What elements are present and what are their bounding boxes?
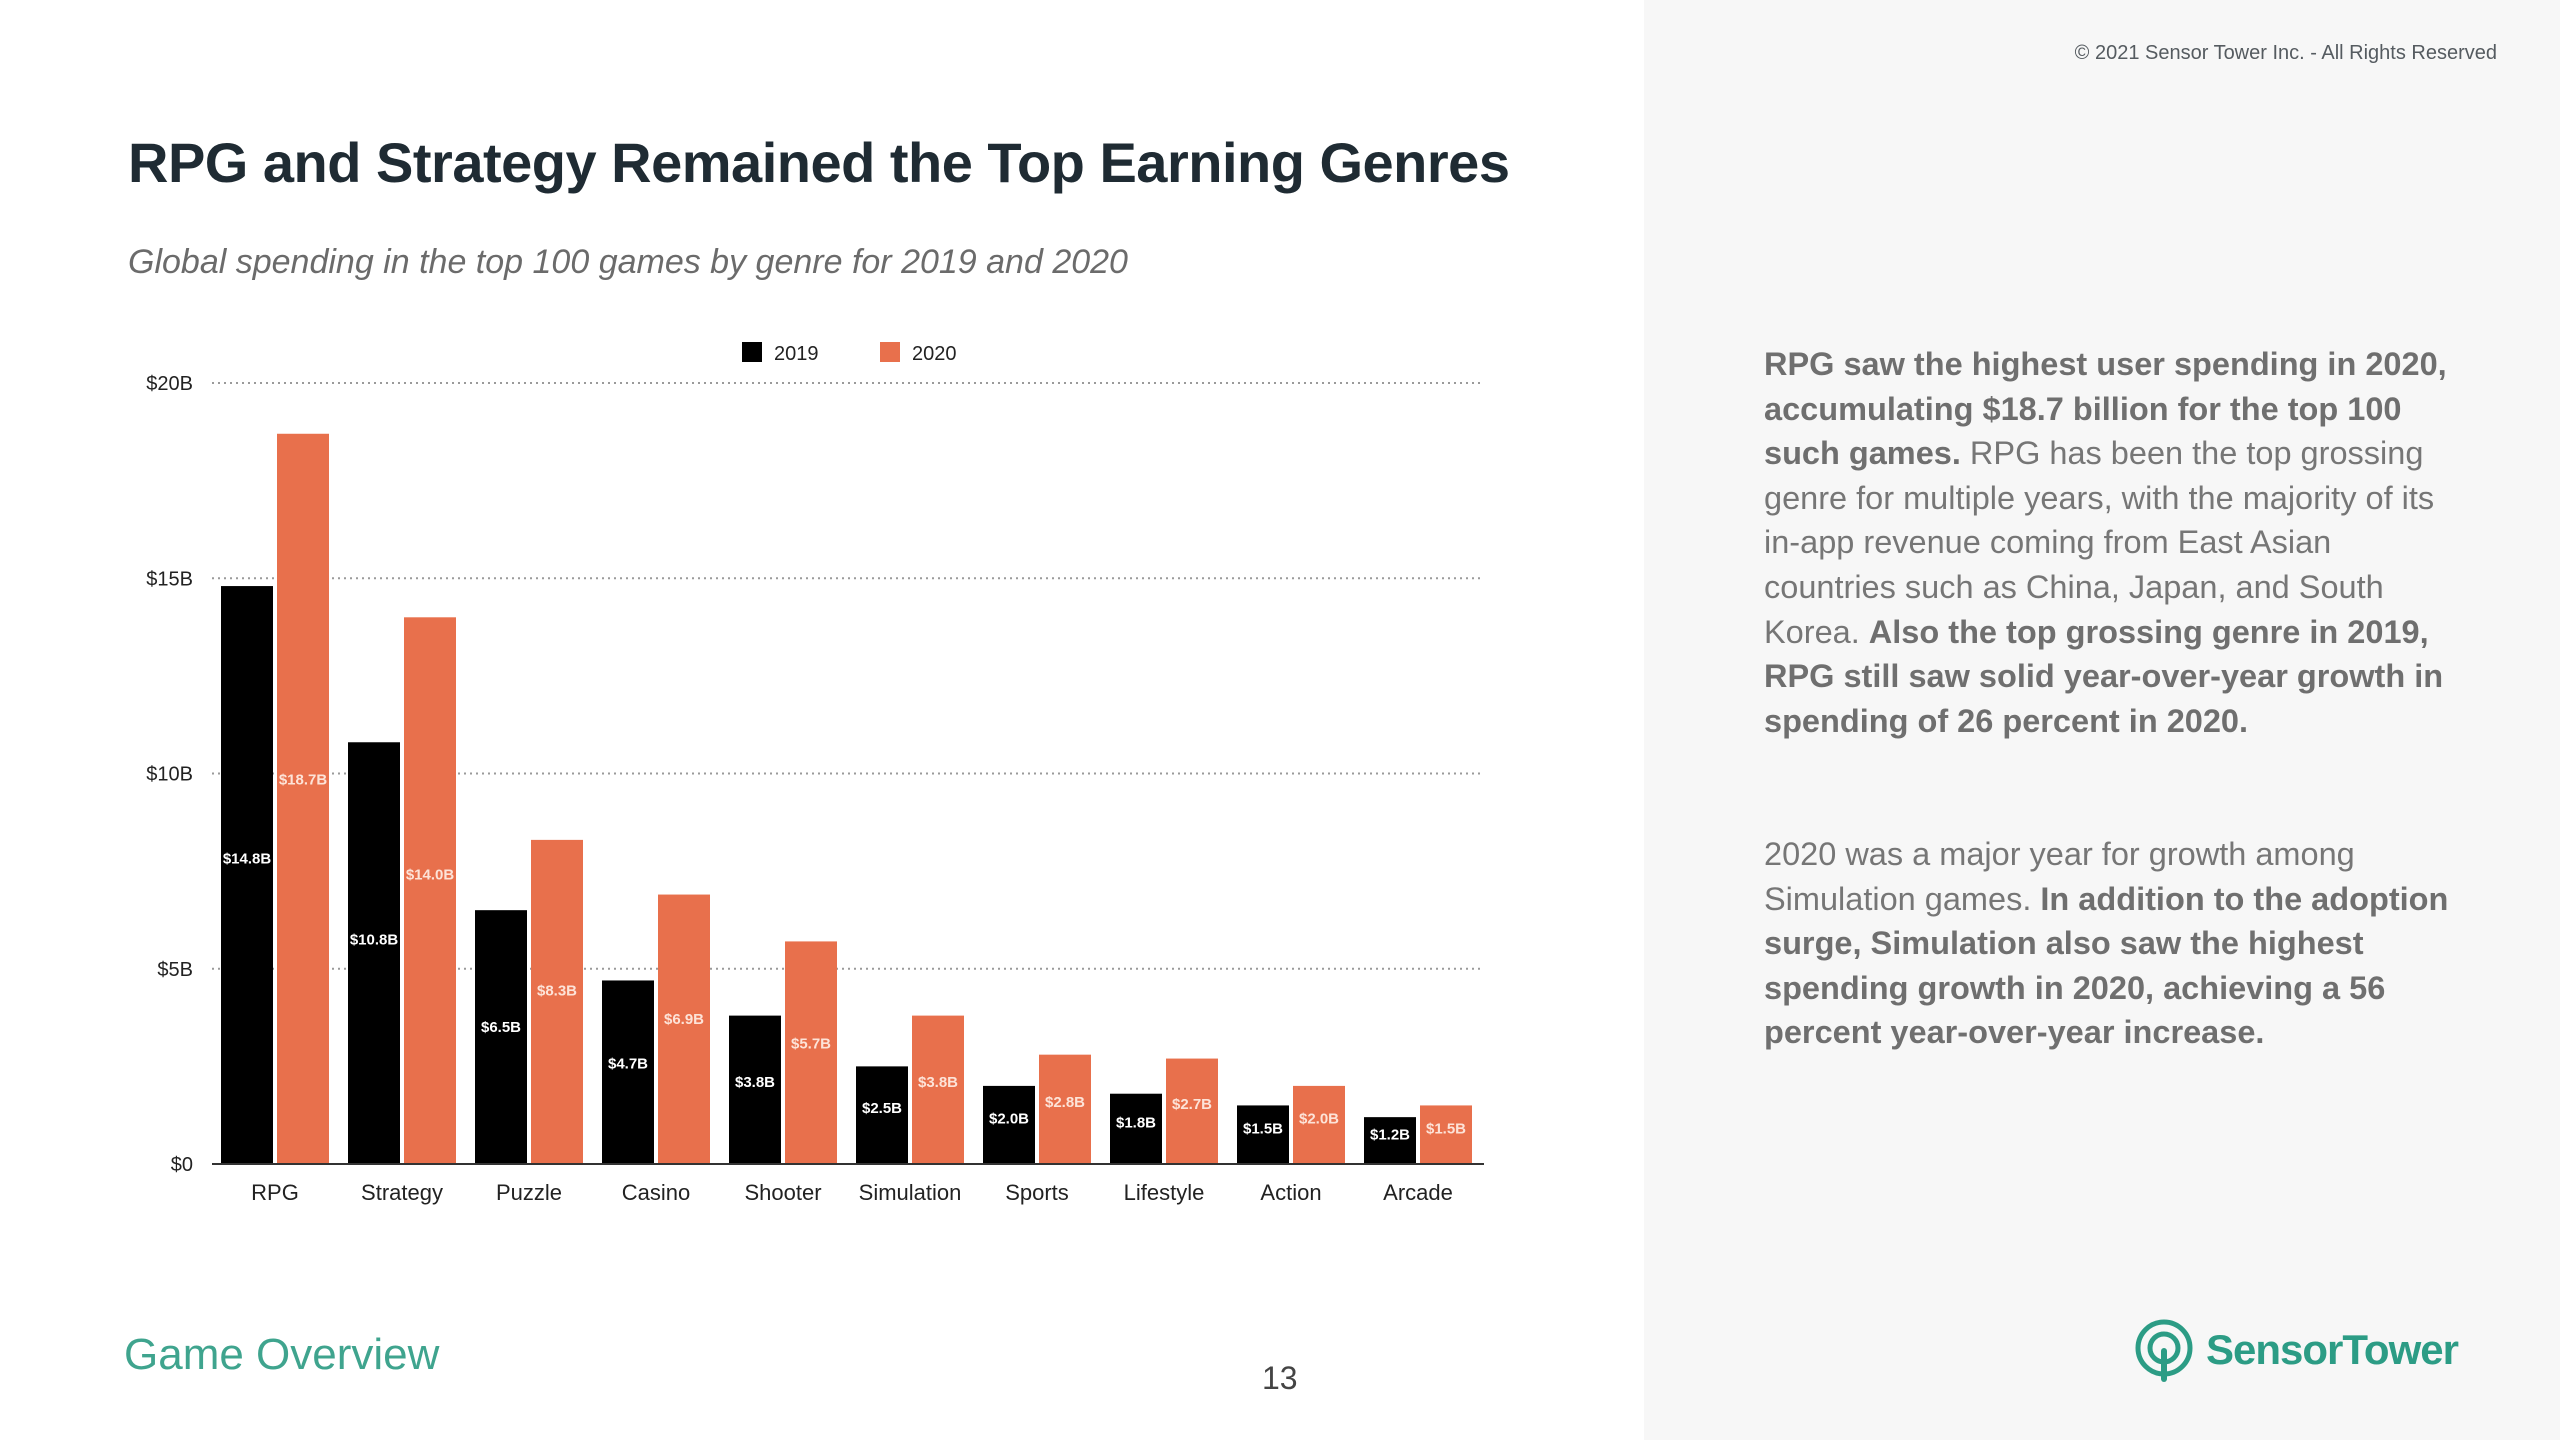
bar-value-label: $4.7B [608, 1056, 648, 1073]
bar-rpg-2019 [221, 586, 273, 1164]
bar-simulation-2019 [856, 1066, 908, 1164]
bar-value-label: $6.5B [481, 1019, 521, 1036]
x-tick-label: Strategy [361, 1180, 443, 1205]
bar-action-2019 [1237, 1105, 1289, 1164]
bar-value-label: $3.8B [735, 1074, 775, 1091]
chart-bars [221, 433, 1472, 1164]
x-tick-label: Sports [1005, 1180, 1069, 1205]
x-tick-label: Simulation [859, 1180, 962, 1205]
y-tick-label: $20B [146, 373, 193, 395]
bar-shooter-2019 [729, 1015, 781, 1164]
bar-value-label: $1.2B [1370, 1127, 1410, 1144]
rpg-body-text: RPG has been the top grossing genre for … [1764, 435, 2435, 650]
chart-gridlines [212, 382, 1484, 970]
bar-strategy-2019 [348, 742, 400, 1164]
legend-swatch-2020 [880, 342, 900, 362]
x-tick-label: Casino [622, 1180, 690, 1205]
bar-sports-2019 [983, 1085, 1035, 1164]
page-number: 13 [1262, 1360, 1298, 1396]
bar-simulation-2020 [912, 1015, 964, 1164]
rpg-highlight-1: RPG saw the highest user spending in 202… [1764, 346, 2447, 472]
commentary-rpg: RPG saw the highest user spending in 202… [1764, 342, 2464, 743]
simulation-highlight: In addition to the adoption surge, Simul… [1764, 880, 2449, 1051]
bar-value-label: $3.8B [918, 1074, 958, 1091]
bar-value-label: $6.9B [664, 1011, 704, 1028]
genre-spending-chart: $0$5B$10B$15B$20B 2019 2020 $14.8B$18.7B$… [146, 342, 1484, 1205]
bar-lifestyle-2020 [1166, 1058, 1218, 1164]
bar-value-label: $2.7B [1172, 1096, 1212, 1113]
x-tick-label: RPG [251, 1180, 299, 1205]
commentary-panel [1644, 0, 2560, 1440]
y-tick-label: $15B [146, 568, 193, 590]
slide-title: RPG and Strategy Remained the Top Earnin… [128, 131, 1510, 194]
bar-puzzle-2019 [475, 910, 527, 1164]
bar-value-labels: $14.8B $18.7B $10.8B $14.0B $6.5B $8.3B $4.7B $… [223, 771, 1466, 1143]
x-tick-label: Action [1260, 1180, 1321, 1205]
bar-lifestyle-2019 [1110, 1093, 1162, 1164]
bar-value-label: $1.8B [1116, 1114, 1156, 1131]
chart-panel [0, 0, 1644, 1440]
bar-value-label: $2.0B [1299, 1110, 1339, 1127]
y-axis-ticks: $0 $5B $10B $15B $20B [146, 373, 193, 1176]
legend-swatch-2019 [742, 342, 762, 362]
bar-value-label: $14.8B [223, 850, 272, 867]
chart-legend: 2019 2020 [742, 342, 957, 365]
bar-strategy-2020 [404, 617, 456, 1164]
sensor-tower-logo: SensorTower [2132, 1318, 2459, 1382]
y-tick-label: $10B [146, 764, 193, 786]
bar-value-label: $10.8B [350, 932, 399, 949]
section-label: Game Overview [124, 1330, 440, 1379]
bar-action-2020 [1293, 1085, 1345, 1164]
bar-value-label: $2.0B [989, 1110, 1029, 1127]
rpg-highlight-2: Also the top grossing genre in 2019, RPG… [1764, 613, 2444, 739]
bar-value-label: $8.3B [537, 982, 577, 999]
x-tick-label: Shooter [744, 1180, 821, 1205]
bar-casino-2020 [658, 894, 710, 1164]
bar-puzzle-2020 [531, 839, 583, 1164]
bar-value-label: $14.0B [406, 867, 455, 884]
bar-arcade-2020 [1420, 1105, 1472, 1164]
bar-rpg-2020 [277, 433, 329, 1164]
bar-shooter-2020 [785, 941, 837, 1164]
x-tick-label: Lifestyle [1124, 1180, 1205, 1205]
chart-subtitle: Global spending in the top 100 games by … [128, 243, 1128, 281]
simulation-body-text: 2020 was a major year for growth among S… [1764, 836, 2355, 917]
bar-value-label: $1.5B [1243, 1121, 1283, 1138]
sensor-tower-logo-icon [2135, 1319, 2193, 1382]
bar-value-label: $2.8B [1045, 1094, 1085, 1111]
bar-value-label: $1.5B [1426, 1121, 1466, 1138]
bar-casino-2019 [602, 980, 654, 1164]
legend-label-2019: 2019 [774, 343, 819, 365]
bar-value-label: $18.7B [279, 771, 328, 788]
commentary-simulation: 2020 was a major year for growth among S… [1764, 832, 2464, 1055]
legend-label-2020: 2020 [912, 343, 957, 365]
copyright-notice: © 2021 Sensor Tower Inc. - All Rights Re… [2074, 42, 2497, 64]
x-tick-label: Arcade [1383, 1180, 1453, 1205]
bar-sports-2020 [1039, 1054, 1091, 1164]
x-axis-ticks: RPG Strategy Puzzle Casino Shooter Simulation… [251, 1180, 1453, 1205]
bar-arcade-2019 [1364, 1117, 1416, 1164]
logo-wordmark: SensorTower [2206, 1326, 2459, 1373]
x-tick-label: Puzzle [496, 1180, 562, 1205]
bar-value-label: $5.7B [791, 1035, 831, 1052]
bar-value-label: $2.5B [862, 1100, 902, 1117]
y-tick-label: $0 [171, 1154, 193, 1176]
y-tick-label: $5B [157, 959, 193, 981]
